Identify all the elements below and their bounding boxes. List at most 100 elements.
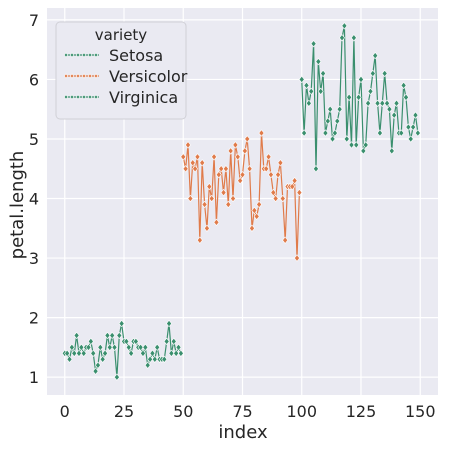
legend-swatch-marker <box>81 73 87 79</box>
data-point-virginica <box>336 105 343 113</box>
data-point-setosa <box>137 343 144 352</box>
data-point-versicolor <box>213 218 220 227</box>
data-point-setosa <box>132 337 139 346</box>
data-point-versicolor <box>279 194 286 203</box>
data-point-virginica <box>308 87 315 96</box>
legend-swatch-marker <box>63 94 69 100</box>
data-point-versicolor <box>222 165 229 173</box>
data-point-versicolor <box>289 182 296 191</box>
y-tick-label: 3 <box>29 249 39 268</box>
data-point-virginica <box>381 69 388 78</box>
data-point-setosa <box>149 349 156 358</box>
data-point-setosa <box>90 349 97 358</box>
data-point-setosa <box>166 319 172 328</box>
legend-item-versicolor: Versicolor <box>63 67 188 86</box>
data-point-setosa <box>109 331 116 340</box>
data-point-virginica <box>317 87 324 96</box>
data-point-virginica <box>298 75 305 84</box>
data-point-virginica <box>327 105 334 113</box>
data-point-versicolor <box>208 194 215 203</box>
data-point-setosa <box>144 361 151 369</box>
legend-swatch-marker <box>87 73 93 79</box>
legend-swatch-marker <box>93 73 99 79</box>
data-point-virginica <box>412 111 419 119</box>
y-tick-label: 6 <box>29 70 39 89</box>
data-point-virginica <box>331 129 338 137</box>
data-point-virginica <box>324 117 331 125</box>
x-axis-label: index <box>218 422 268 443</box>
legend-item-setosa: Setosa <box>63 46 163 65</box>
data-point-setosa <box>142 343 149 352</box>
data-point-versicolor <box>220 188 227 197</box>
data-point-virginica <box>386 105 393 113</box>
data-point-versicolor <box>249 224 255 232</box>
data-point-setosa <box>68 343 75 352</box>
legend-label: Setosa <box>109 46 163 65</box>
data-point-setosa <box>85 343 92 352</box>
data-point-setosa <box>161 355 168 363</box>
data-point-versicolor <box>187 194 194 203</box>
legend-swatch-marker <box>93 94 99 100</box>
data-point-virginica <box>372 51 379 60</box>
data-point-setosa <box>99 355 106 363</box>
data-point-virginica <box>362 141 369 149</box>
data-point-virginica <box>410 123 417 131</box>
data-point-virginica <box>414 129 421 137</box>
data-point-versicolor <box>196 236 203 244</box>
data-point-setosa <box>66 355 73 363</box>
y-tick-label: 4 <box>29 190 39 209</box>
data-point-virginica <box>350 34 357 42</box>
data-point-virginica <box>305 99 312 107</box>
data-point-versicolor <box>206 182 213 191</box>
legend-swatch-marker <box>75 94 81 100</box>
data-point-setosa <box>151 355 158 363</box>
data-point-virginica <box>365 99 372 107</box>
data-point-versicolor <box>253 212 260 221</box>
data-point-virginica <box>343 135 350 143</box>
data-point-setosa <box>102 349 109 358</box>
data-point-virginica <box>355 93 362 101</box>
data-point-setosa <box>95 361 101 369</box>
data-point-versicolor <box>256 200 263 209</box>
legend-title: variety <box>95 26 148 44</box>
data-point-virginica <box>329 135 336 143</box>
data-point-setosa <box>163 337 170 346</box>
data-point-virginica <box>339 34 345 42</box>
data-point-setosa <box>116 331 123 340</box>
data-point-virginica <box>360 147 367 155</box>
data-point-versicolor <box>237 176 244 185</box>
data-point-setosa <box>97 343 104 352</box>
data-point-setosa <box>147 355 154 363</box>
data-point-versicolor <box>246 165 253 173</box>
data-point-virginica <box>315 57 322 66</box>
legend-swatch-marker <box>93 52 99 58</box>
legend-swatch-marker <box>87 52 93 58</box>
data-point-versicolor <box>232 141 239 149</box>
data-point-versicolor <box>227 147 234 155</box>
data-point-setosa <box>128 349 135 358</box>
data-point-virginica <box>346 93 353 101</box>
data-point-versicolor <box>251 206 258 215</box>
data-point-setosa <box>168 349 175 358</box>
data-point-virginica <box>398 129 405 137</box>
data-point-versicolor <box>218 165 225 173</box>
data-point-virginica <box>374 99 381 107</box>
data-point-virginica <box>358 75 364 84</box>
data-point-versicolor <box>270 188 277 197</box>
series-layer <box>61 22 421 381</box>
data-point-virginica <box>393 99 400 107</box>
legend-swatch-marker <box>69 94 75 100</box>
data-point-setosa <box>73 331 80 340</box>
legend-swatch-marker <box>87 94 93 100</box>
data-point-setosa <box>76 349 82 358</box>
data-point-virginica <box>320 69 327 78</box>
data-point-setosa <box>175 343 182 352</box>
data-point-setosa <box>64 349 71 358</box>
data-point-virginica <box>303 81 310 90</box>
tick-labels: 0 25 50 75 100 125 150 1 2 3 4 5 6 7 <box>29 11 436 421</box>
legend-swatch-marker <box>63 73 69 79</box>
data-point-virginica <box>376 129 383 137</box>
data-point-virginica <box>403 93 409 101</box>
data-point-versicolor <box>263 165 270 173</box>
